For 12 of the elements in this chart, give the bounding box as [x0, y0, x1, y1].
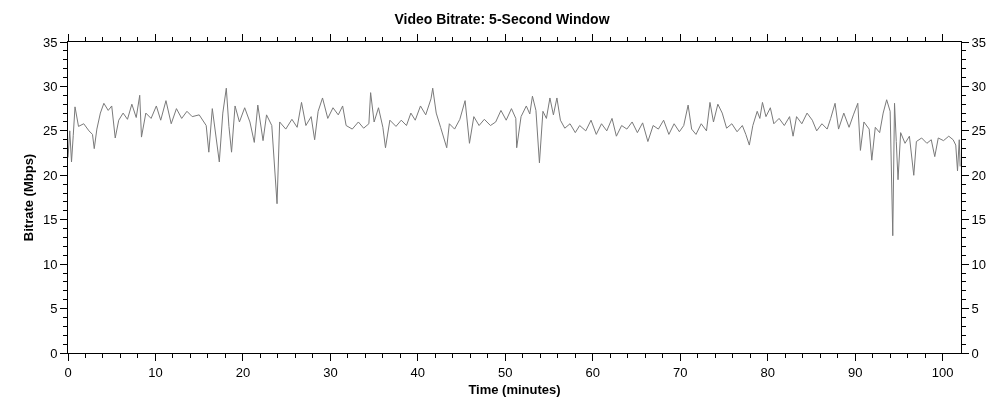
y2-tick-label: 20	[971, 167, 987, 183]
y2-tick-label: 35	[971, 34, 987, 50]
y2-tick-label: 30	[971, 78, 987, 94]
y2-tick-label: 0	[971, 345, 979, 361]
x-tick-label: 100	[931, 364, 954, 380]
y2-tick-label: 15	[971, 212, 987, 228]
y2-tick-label: 25	[971, 123, 987, 139]
y2-tick-label: 5	[971, 301, 979, 317]
x-tick-label: 70	[673, 364, 688, 380]
x-tick-label: 80	[760, 364, 775, 380]
y2-tick-label: 10	[971, 256, 987, 272]
x-tick-label: 90	[847, 364, 863, 380]
